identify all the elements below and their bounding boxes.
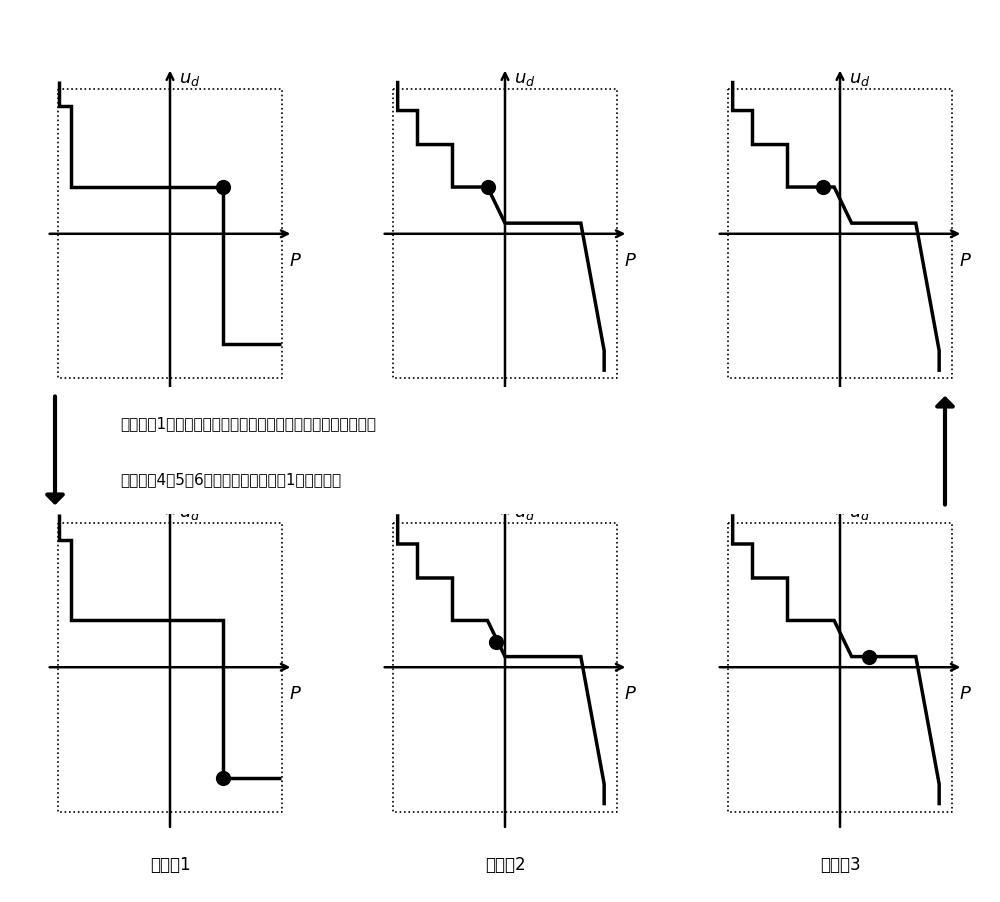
Text: $u_d$: $u_d$ — [179, 503, 201, 521]
Point — [815, 180, 831, 195]
Text: 换流站1: 换流站1 — [150, 855, 190, 873]
Text: 换流站2: 换流站2 — [485, 422, 525, 440]
Text: （换流站1输送直流功率越限或者在输送直流功率时发生故障）: （换流站1输送直流功率越限或者在输送直流功率时发生故障） — [120, 416, 376, 431]
Text: 换流站1: 换流站1 — [150, 422, 190, 440]
Text: 换流站2: 换流站2 — [485, 855, 525, 873]
Point — [215, 770, 231, 785]
Text: $u_d$: $u_d$ — [179, 70, 201, 88]
Point — [488, 635, 504, 649]
Text: $P$: $P$ — [959, 252, 972, 270]
Point — [480, 180, 496, 195]
Text: $P$: $P$ — [289, 252, 302, 270]
Text: 换流站3: 换流站3 — [820, 855, 860, 873]
Text: $u_d$: $u_d$ — [849, 70, 871, 88]
Text: $u_d$: $u_d$ — [514, 503, 536, 521]
Text: 换流站3: 换流站3 — [820, 422, 860, 440]
Text: $u_d$: $u_d$ — [514, 70, 536, 88]
Text: （换流站4、5、6负载降低或者换流站1故障恢复）: （换流站4、5、6负载降低或者换流站1故障恢复） — [120, 471, 341, 486]
Text: $u_d$: $u_d$ — [849, 503, 871, 521]
Text: $P$: $P$ — [624, 252, 637, 270]
Text: $P$: $P$ — [624, 685, 637, 703]
Text: $P$: $P$ — [959, 685, 972, 703]
Point — [861, 649, 877, 664]
Point — [215, 180, 231, 195]
Text: $P$: $P$ — [289, 685, 302, 703]
